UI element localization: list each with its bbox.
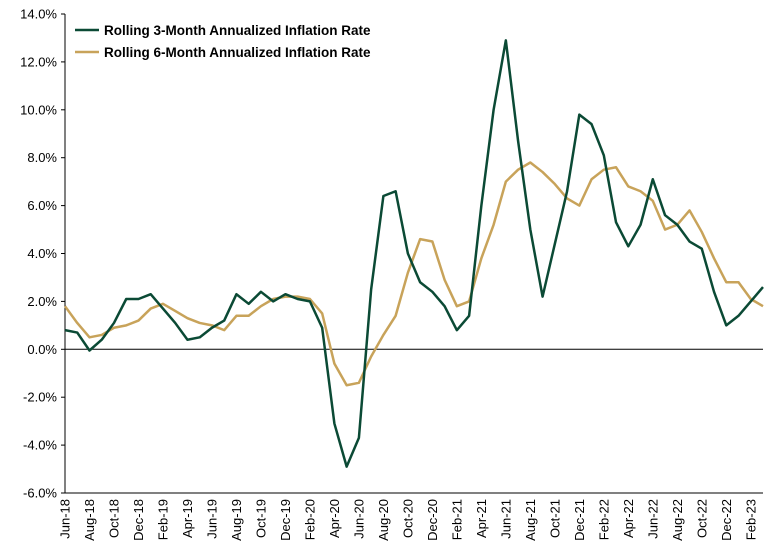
x-tick-label: Oct-21 bbox=[547, 499, 562, 538]
series-lines bbox=[63, 39, 764, 468]
x-tick-labels: Jun-18 Aug-18 Oct-18 Dec-18 Feb-19 Apr-19 Jun-… bbox=[58, 499, 759, 541]
series-line-3-month bbox=[64, 39, 764, 468]
x-tick-label: Feb-20 bbox=[302, 499, 317, 540]
legend: Rolling 3-Month Annualized Inflation Rat… bbox=[75, 23, 371, 60]
x-tick-label: Aug-21 bbox=[523, 499, 538, 541]
x-tick-label: Oct-18 bbox=[106, 499, 121, 538]
y-tick-label: 12.0% bbox=[20, 54, 57, 69]
x-tick-label: Dec-20 bbox=[425, 499, 440, 541]
legend-label-3-month: Rolling 3-Month Annualized Inflation Rat… bbox=[104, 23, 371, 38]
y-tick-label: 6.0% bbox=[27, 198, 57, 213]
x-tick-label: Apr-20 bbox=[327, 499, 342, 538]
y-tick-label: 2.0% bbox=[27, 294, 57, 309]
x-tick-label: Jun-19 bbox=[204, 499, 219, 539]
y-tick-label: 0.0% bbox=[27, 342, 57, 357]
x-tick-label: Feb-21 bbox=[449, 499, 464, 540]
y-tick-label: -6.0% bbox=[23, 486, 57, 501]
y-tick-label: 14.0% bbox=[20, 7, 57, 22]
x-tick-label: Oct-19 bbox=[253, 499, 268, 538]
x-tick-label: Apr-19 bbox=[180, 499, 195, 538]
y-tick-labels: -6.0% -4.0% -2.0% 0.0% 2.0% 4.0% 6.0% 8.0% 10.0%… bbox=[20, 7, 65, 501]
x-tick-label: Oct-22 bbox=[694, 499, 709, 538]
x-tick-label: Feb-22 bbox=[596, 499, 611, 540]
x-tick-label: Feb-23 bbox=[743, 499, 758, 540]
y-tick-label: -2.0% bbox=[23, 390, 57, 405]
x-tick-label: Dec-18 bbox=[131, 499, 146, 541]
series-line-6-month bbox=[63, 161, 764, 387]
x-tick-label: Feb-19 bbox=[155, 499, 170, 540]
x-tick-label: Aug-20 bbox=[376, 499, 391, 541]
x-tick-label: Apr-22 bbox=[621, 499, 636, 538]
x-tick-label: Dec-22 bbox=[719, 499, 734, 541]
x-tick-label: Aug-19 bbox=[229, 499, 244, 541]
x-tick-label: Jun-20 bbox=[351, 499, 366, 539]
y-tick-label: 4.0% bbox=[27, 246, 57, 261]
y-tick-label: -4.0% bbox=[23, 438, 57, 453]
y-tick-label: 8.0% bbox=[27, 150, 57, 165]
legend-label-6-month: Rolling 6-Month Annualized Inflation Rat… bbox=[104, 45, 371, 60]
x-tick-label: Dec-19 bbox=[278, 499, 293, 541]
x-tick-label: Jun-22 bbox=[645, 499, 660, 539]
x-tick-label: Oct-20 bbox=[400, 499, 415, 538]
x-tick-label: Jun-21 bbox=[498, 499, 513, 539]
x-tick-label: Dec-21 bbox=[572, 499, 587, 541]
x-tick-label: Aug-18 bbox=[82, 499, 97, 541]
x-tick-label: Apr-21 bbox=[474, 499, 489, 538]
y-tick-label: 10.0% bbox=[20, 102, 57, 117]
x-tick-label: Jun-18 bbox=[58, 499, 73, 539]
x-tick-label: Aug-22 bbox=[670, 499, 685, 541]
